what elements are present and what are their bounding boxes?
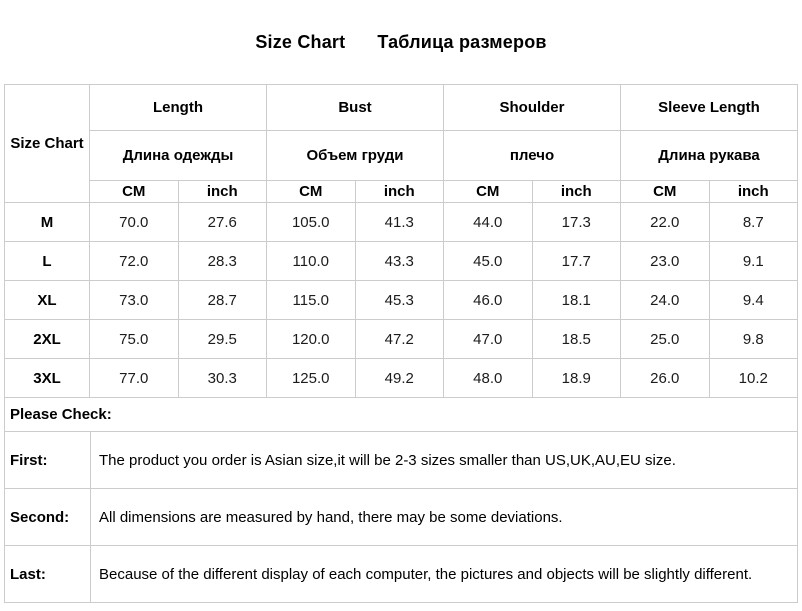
group-header-length: Length	[89, 84, 267, 131]
value-cell: 73.0	[89, 280, 179, 320]
table-row-xl: XL 73.0 28.7 115.0 45.3 46.0 18.1 24.0 9…	[4, 280, 798, 320]
value-cell: 70.0	[89, 202, 179, 242]
value-cell: 28.3	[177, 241, 267, 281]
please-check-heading: Please Check:	[4, 397, 798, 432]
value-cell: 75.0	[89, 319, 179, 359]
note-label: Second:	[4, 488, 91, 546]
group-header-shoulder-ru: плечо	[443, 130, 621, 181]
size-cell: XL	[4, 280, 90, 320]
notes-table: Please Check: First: The product you ord…	[4, 397, 798, 603]
note-row-last: Last: Because of the different display o…	[4, 545, 798, 603]
value-cell: 43.3	[354, 241, 444, 281]
value-cell: 125.0	[266, 358, 356, 398]
note-label: Last:	[4, 545, 91, 603]
size-table: Size Chart Length Bust Shoulder Sleeve L…	[4, 84, 798, 398]
value-cell: 22.0	[620, 202, 710, 242]
table-row-l: L 72.0 28.3 110.0 43.3 45.0 17.7 23.0 9.…	[4, 241, 798, 281]
value-cell: 17.3	[531, 202, 621, 242]
group-header-bust: Bust	[266, 84, 444, 131]
value-cell: 28.7	[177, 280, 267, 320]
value-cell: 30.3	[177, 358, 267, 398]
value-cell: 9.8	[708, 319, 798, 359]
value-cell: 77.0	[89, 358, 179, 398]
value-cell: 45.0	[443, 241, 533, 281]
value-cell: 26.0	[620, 358, 710, 398]
value-cell: 41.3	[354, 202, 444, 242]
value-cell: 18.5	[531, 319, 621, 359]
note-text: All dimensions are measured by hand, the…	[90, 488, 798, 546]
value-cell: 8.7	[708, 202, 798, 242]
value-cell: 9.1	[708, 241, 798, 281]
value-cell: 25.0	[620, 319, 710, 359]
group-header-length-ru: Длина одежды	[89, 130, 267, 181]
group-header-shoulder: Shoulder	[443, 84, 621, 131]
unit-header-inch: inch	[708, 180, 798, 203]
value-cell: 24.0	[620, 280, 710, 320]
value-cell: 23.0	[620, 241, 710, 281]
unit-header-inch: inch	[354, 180, 444, 203]
page-title-ru: Таблица размеров	[377, 31, 547, 52]
value-cell: 72.0	[89, 241, 179, 281]
value-cell: 46.0	[443, 280, 533, 320]
size-cell: L	[4, 241, 90, 281]
unit-header-cm: CM	[443, 180, 533, 203]
value-cell: 47.2	[354, 319, 444, 359]
size-cell: 3XL	[4, 358, 90, 398]
unit-header-inch: inch	[531, 180, 621, 203]
unit-header-cm: CM	[620, 180, 710, 203]
value-cell: 105.0	[266, 202, 356, 242]
unit-header-inch: inch	[177, 180, 267, 203]
group-header-sleeve-ru: Длина рукава	[620, 130, 798, 181]
group-header-bust-ru: Объем груди	[266, 130, 444, 181]
note-row-first: First: The product you order is Asian si…	[4, 431, 798, 489]
value-cell: 47.0	[443, 319, 533, 359]
unit-header-cm: CM	[89, 180, 179, 203]
page-title: Size Chart Таблица размеров	[0, 0, 802, 84]
value-cell: 48.0	[443, 358, 533, 398]
table-row-m: M 70.0 27.6 105.0 41.3 44.0 17.3 22.0 8.…	[4, 202, 798, 242]
value-cell: 10.2	[708, 358, 798, 398]
note-text: Because of the different display of each…	[90, 545, 798, 603]
unit-header-cm: CM	[266, 180, 356, 203]
table-row-3xl: 3XL 77.0 30.3 125.0 49.2 48.0 18.9 26.0 …	[4, 358, 798, 398]
value-cell: 18.9	[531, 358, 621, 398]
value-cell: 115.0	[266, 280, 356, 320]
page-title-en: Size Chart	[255, 31, 346, 52]
note-text: The product you order is Asian size,it w…	[90, 431, 798, 489]
size-cell: M	[4, 202, 90, 242]
value-cell: 45.3	[354, 280, 444, 320]
value-cell: 17.7	[531, 241, 621, 281]
corner-header: Size Chart	[4, 84, 90, 203]
table-row-2xl: 2XL 75.0 29.5 120.0 47.2 47.0 18.5 25.0 …	[4, 319, 798, 359]
value-cell: 27.6	[177, 202, 267, 242]
value-cell: 110.0	[266, 241, 356, 281]
size-cell: 2XL	[4, 319, 90, 359]
value-cell: 29.5	[177, 319, 267, 359]
value-cell: 18.1	[531, 280, 621, 320]
value-cell: 9.4	[708, 280, 798, 320]
value-cell: 49.2	[354, 358, 444, 398]
value-cell: 44.0	[443, 202, 533, 242]
note-label: First:	[4, 431, 91, 489]
group-header-sleeve: Sleeve Length	[620, 84, 798, 131]
note-row-second: Second: All dimensions are measured by h…	[4, 488, 798, 546]
value-cell: 120.0	[266, 319, 356, 359]
